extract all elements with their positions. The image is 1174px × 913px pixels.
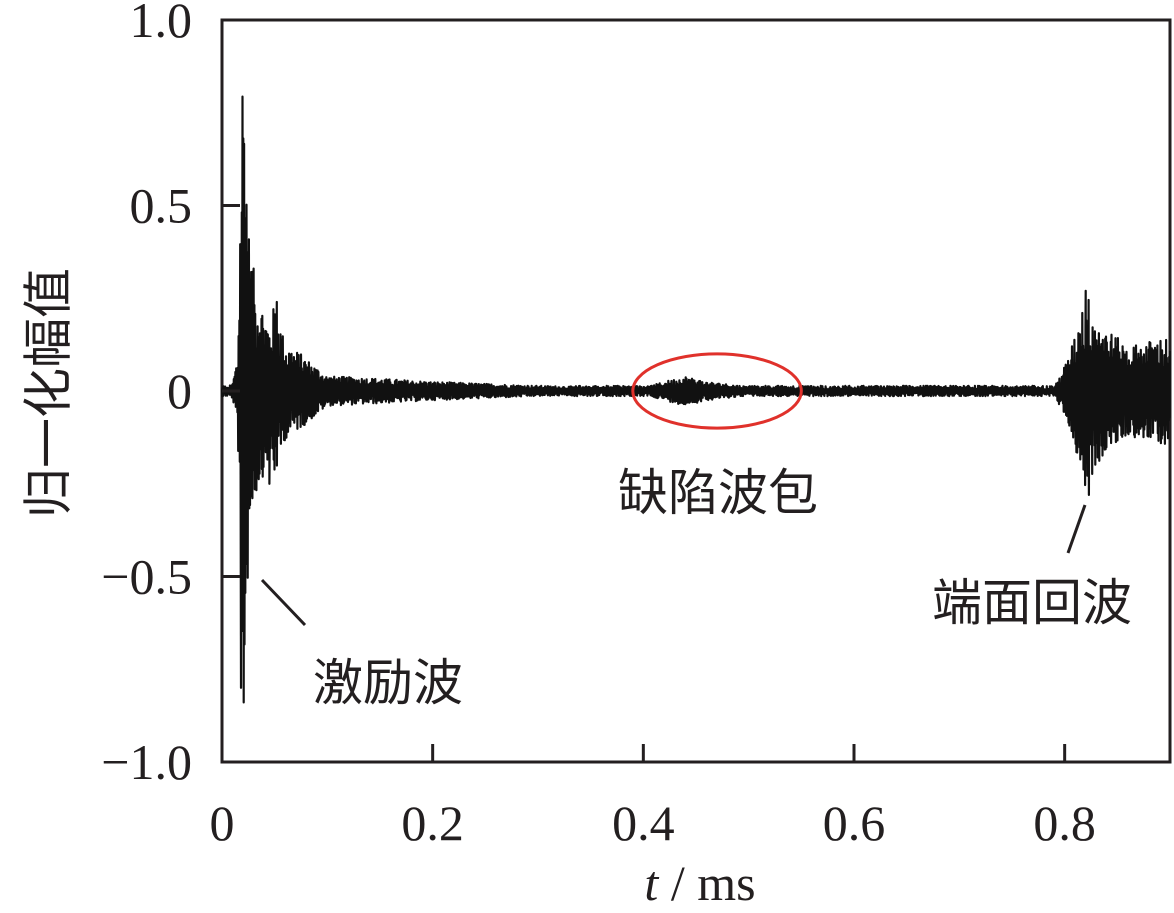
defect-packet-label: 缺陷波包 [618,464,818,522]
x-tick-label: 0.6 [823,795,886,851]
x-tick-label: 0.2 [401,795,464,851]
y-tick-label: 0.5 [130,178,193,234]
x-axis-label-variable: t [644,855,659,911]
y-tick-label: 1.0 [130,0,193,48]
x-tick-label: 0 [210,795,235,851]
y-tick-label: 0 [167,363,192,419]
end-echo-leader-line [1066,504,1087,554]
signal-trace [220,95,1172,704]
y-tick-label: −0.5 [101,549,192,605]
axis-ticks: 0 0.2 0.4 0.6 0.8 1.0 0.5 0 −0.5 −1.0 [101,0,1096,851]
defect-highlight-ellipse [631,352,803,430]
x-axis-label: t / ms [644,855,755,911]
x-axis-label-unit: / ms [658,855,755,911]
signal-path [220,95,1172,704]
y-axis-label: 归一化幅值 [20,268,76,518]
end-face-echo-label: 端面回波 [932,574,1132,632]
x-tick-label: 0.4 [612,795,675,851]
excitation-leader-line [260,578,307,627]
excitation-wave-label: 激励波 [313,654,463,712]
y-tick-label: −1.0 [101,734,192,790]
x-tick-label: 0.8 [1033,795,1096,851]
